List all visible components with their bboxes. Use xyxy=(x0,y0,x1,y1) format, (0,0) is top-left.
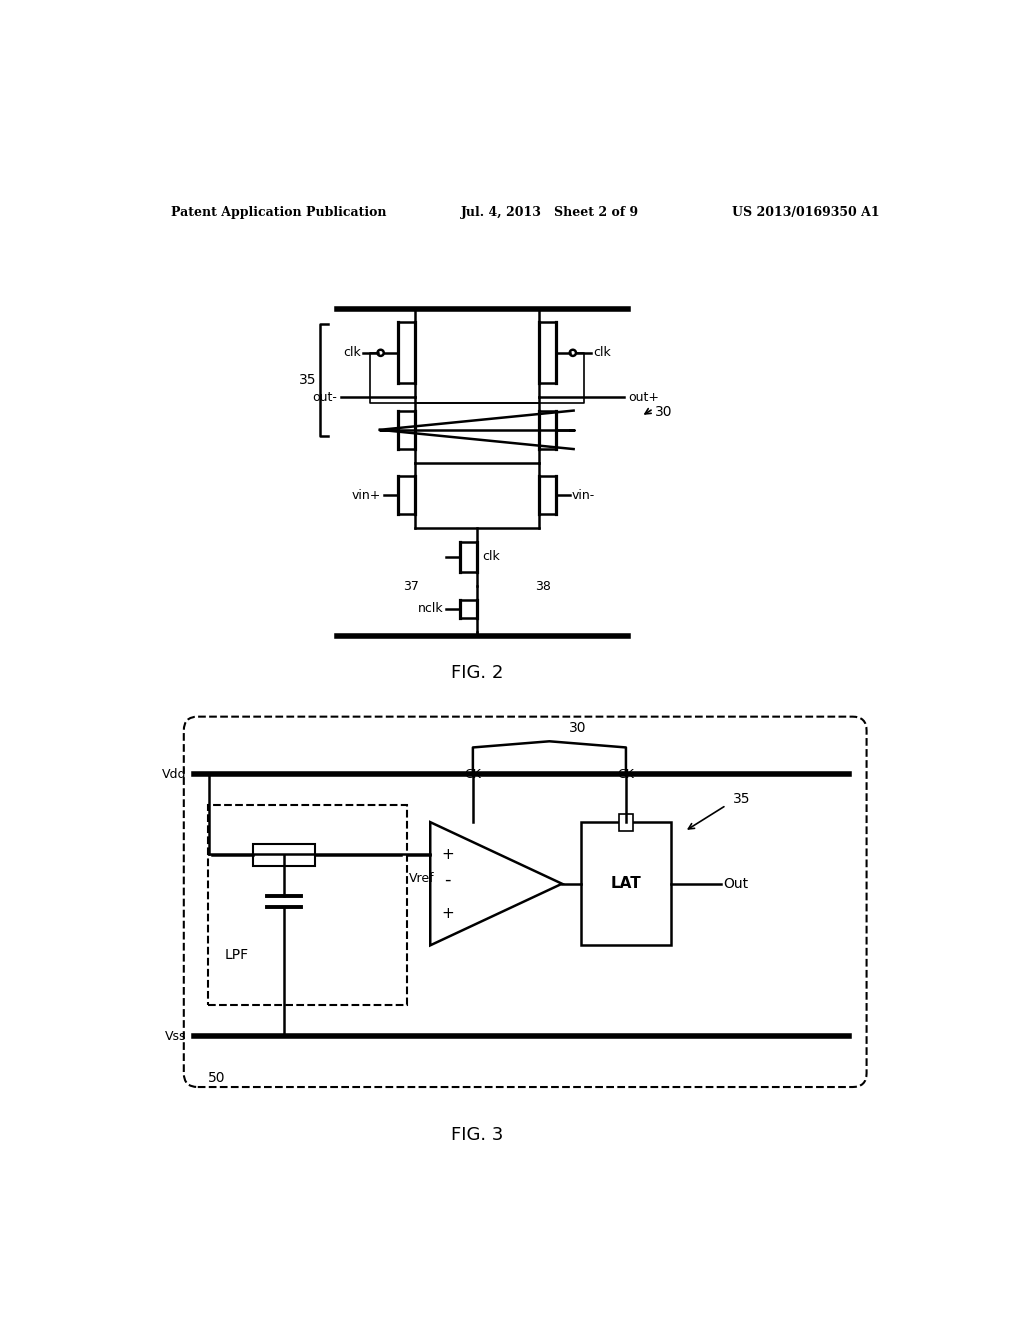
Text: Jul. 4, 2013   Sheet 2 of 9: Jul. 4, 2013 Sheet 2 of 9 xyxy=(461,206,639,219)
Text: CK: CK xyxy=(465,767,481,780)
Text: out+: out+ xyxy=(628,391,658,404)
Text: Vss: Vss xyxy=(165,1030,186,1043)
Text: 30: 30 xyxy=(568,721,587,735)
Text: US 2013/0169350 A1: US 2013/0169350 A1 xyxy=(732,206,880,219)
Text: +: + xyxy=(441,906,454,920)
Bar xyxy=(618,814,633,832)
Text: 37: 37 xyxy=(402,581,419,594)
Text: +: + xyxy=(441,847,454,862)
Text: nclk: nclk xyxy=(418,602,443,615)
Text: Patent Application Publication: Patent Application Publication xyxy=(171,206,386,219)
Text: -: - xyxy=(444,871,451,888)
Text: Vref: Vref xyxy=(410,871,435,884)
Text: LPF: LPF xyxy=(225,948,249,962)
Bar xyxy=(582,822,671,945)
Text: CK: CK xyxy=(617,767,635,780)
Text: out-: out- xyxy=(312,391,337,404)
Text: clk: clk xyxy=(343,346,360,359)
Text: Vdd: Vdd xyxy=(162,768,186,781)
Polygon shape xyxy=(430,822,562,945)
Text: FIG. 3: FIG. 3 xyxy=(451,1126,503,1143)
Text: 35: 35 xyxy=(299,372,316,387)
Text: clk: clk xyxy=(593,346,610,359)
Text: 50: 50 xyxy=(208,1071,225,1085)
Text: 35: 35 xyxy=(732,792,750,807)
Text: vin+: vin+ xyxy=(352,488,381,502)
Text: vin-: vin- xyxy=(572,488,595,502)
Text: Out: Out xyxy=(723,876,749,891)
Text: LAT: LAT xyxy=(610,876,641,891)
Bar xyxy=(253,845,315,866)
Text: FIG. 2: FIG. 2 xyxy=(451,664,503,681)
Text: clk: clk xyxy=(482,550,500,564)
Text: 30: 30 xyxy=(655,405,673,420)
Text: 38: 38 xyxy=(535,581,551,594)
